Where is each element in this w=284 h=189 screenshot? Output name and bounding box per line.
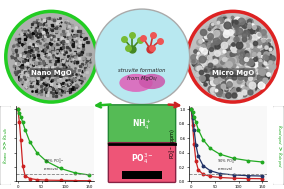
- FancyBboxPatch shape: [108, 105, 176, 145]
- Text: 90% PO$_4^{3-}$
removal: 90% PO$_4^{3-}$ removal: [44, 156, 64, 171]
- Ellipse shape: [119, 74, 153, 92]
- Text: PO$_4^{3-}$: PO$_4^{3-}$: [131, 151, 153, 166]
- Circle shape: [94, 9, 190, 104]
- Y-axis label: PO$_4^{3-}$ (ppm): PO$_4^{3-}$ (ppm): [0, 128, 5, 159]
- Y-axis label: PO$_4^{3-}$ (ppm): PO$_4^{3-}$ (ppm): [167, 128, 178, 159]
- Text: $k_{undoped}$ > $k_{doped}$: $k_{undoped}$ > $k_{doped}$: [273, 124, 283, 167]
- FancyBboxPatch shape: [273, 106, 284, 185]
- FancyBboxPatch shape: [0, 106, 11, 185]
- Ellipse shape: [139, 74, 165, 89]
- FancyBboxPatch shape: [108, 143, 176, 182]
- Bar: [122, 171, 162, 179]
- Circle shape: [6, 11, 97, 102]
- Text: from MgO₀ᴉ: from MgO₀ᴉ: [127, 76, 157, 81]
- Text: $k_{nano}$ >> $k_{bulk}$: $k_{nano}$ >> $k_{bulk}$: [1, 127, 10, 164]
- Circle shape: [187, 11, 278, 102]
- Text: struvite formation: struvite formation: [118, 68, 166, 74]
- Text: 90% PO$_4^{3-}$
removal: 90% PO$_4^{3-}$ removal: [217, 156, 237, 171]
- Text: Micro MgO: Micro MgO: [212, 70, 254, 76]
- Text: NH$_4^+$: NH$_4^+$: [132, 118, 152, 132]
- Text: Nano MgO: Nano MgO: [31, 70, 72, 76]
